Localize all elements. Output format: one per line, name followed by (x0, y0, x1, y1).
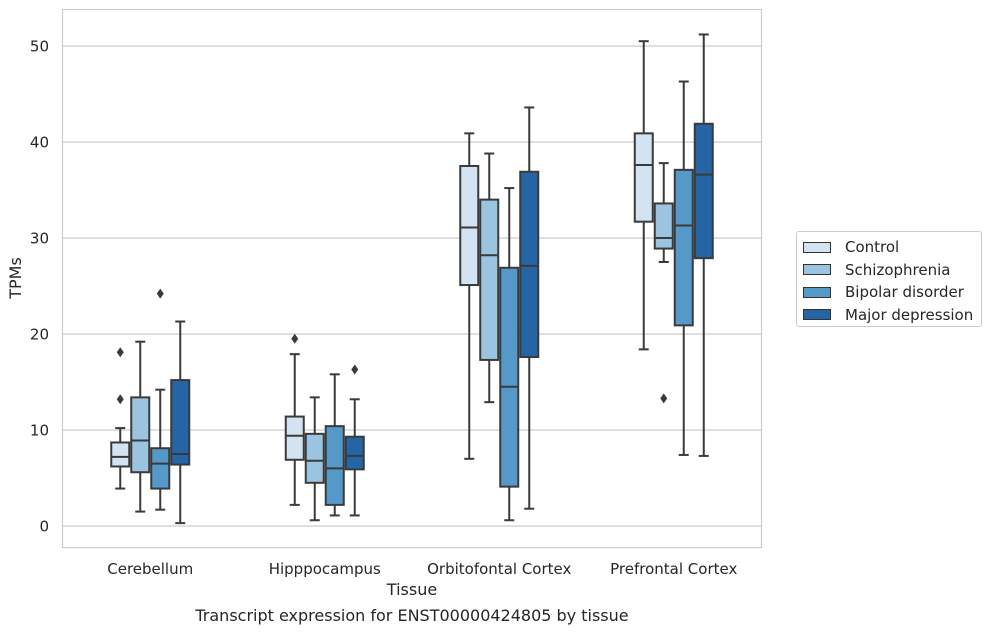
box-iqr (150, 447, 171, 490)
box-schizophrenia (479, 152, 500, 404)
box-iqr (324, 425, 345, 506)
boxes (110, 33, 714, 525)
box-iqr (130, 396, 151, 474)
box-iqr (110, 441, 131, 468)
legend-label: Major depression (845, 305, 974, 324)
box-iqr (673, 168, 694, 327)
legend-label: Schizophrenia (845, 260, 951, 279)
outlier-point (116, 394, 124, 405)
box-iqr (170, 379, 191, 466)
box-bipolar-disorder (150, 288, 171, 511)
box-major-depression (344, 364, 365, 517)
legend-swatch (803, 241, 831, 253)
box-iqr (519, 170, 540, 359)
chart-caption: Transcript expression for ENST0000042480… (195, 606, 629, 625)
box-iqr (479, 198, 500, 361)
box-control (633, 40, 654, 351)
box-bipolar-disorder (324, 373, 345, 517)
box-control (110, 347, 131, 490)
x-tick-label: Orbitofontal Cortex (427, 560, 571, 578)
box-schizophrenia (130, 340, 151, 513)
legend-swatch (803, 309, 831, 321)
y-tick-label: 50 (30, 38, 49, 56)
plot-frame (61, 8, 763, 549)
box-iqr (284, 415, 305, 461)
y-axis-label: TPMs (6, 257, 25, 300)
box-iqr (653, 202, 674, 250)
box-control (284, 333, 305, 506)
outlier-point (116, 347, 124, 358)
box-iqr (344, 435, 365, 471)
legend-label: Bipolar disorder (845, 283, 964, 302)
x-tick-label: Hipppocampus (269, 560, 381, 578)
x-tick-labels: Cerebellum Hipppocampus Orbitofontal Corte… (107, 560, 737, 578)
box-iqr (633, 132, 654, 223)
legend-item-major-depression: Major depression (803, 304, 981, 327)
legend: Control Schizophrenia Bipolar disorder M… (796, 231, 982, 327)
legend-label: Control (845, 238, 900, 257)
outlier-point (660, 393, 668, 404)
outlier-point (156, 288, 164, 299)
outlier-point (351, 364, 359, 375)
box-schizophrenia (304, 396, 325, 522)
legend-item-schizophrenia: Schizophrenia (803, 259, 981, 282)
legend-swatch (803, 286, 831, 298)
box-major-depression (170, 320, 191, 525)
legend-swatch (803, 264, 831, 276)
legend-item-bipolar-disorder: Bipolar disorder (803, 281, 981, 304)
x-axis-label: Tissue (386, 580, 437, 599)
box-iqr (499, 266, 520, 488)
box-iqr (459, 165, 480, 287)
box-control (459, 132, 480, 460)
outlier-point (291, 333, 299, 344)
legend-item-control: Control (803, 236, 981, 259)
box-iqr (304, 432, 325, 484)
box-iqr (693, 122, 714, 260)
box-bipolar-disorder (673, 80, 694, 456)
y-tick-label: 20 (30, 326, 49, 344)
box-bipolar-disorder (499, 187, 520, 522)
box-schizophrenia (653, 162, 674, 404)
y-tick-label: 40 (30, 134, 49, 152)
y-tick-labels: 0 10 20 30 40 50 (30, 38, 49, 536)
x-tick-label: Cerebellum (107, 560, 193, 578)
y-tick-label: 10 (30, 422, 49, 440)
y-tick-label: 0 (39, 518, 49, 536)
box-major-depression (693, 33, 714, 457)
box-major-depression (519, 106, 540, 510)
y-tick-label: 30 (30, 230, 49, 248)
x-tick-label: Prefrontal Cortex (610, 560, 737, 578)
